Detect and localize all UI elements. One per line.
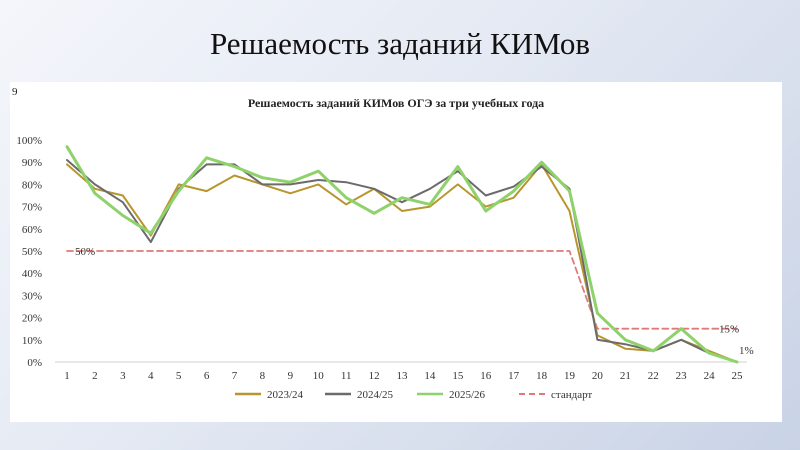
x-tick-label: 2 (92, 370, 98, 382)
x-tick-label: 11 (341, 370, 352, 382)
x-tick-label: 14 (424, 370, 436, 382)
legend-label: 2023/24 (267, 389, 304, 401)
x-tick-label: 1 (64, 370, 70, 382)
annotation-label: 15% (719, 324, 739, 336)
x-tick-label: 9 (288, 370, 294, 382)
y-tick-label: 0% (27, 357, 42, 369)
x-tick-label: 15 (452, 370, 464, 382)
x-tick-label: 18 (536, 370, 548, 382)
x-tick-label: 22 (648, 370, 659, 382)
slide-title: Решаемость заданий КИМов (209, 26, 591, 61)
x-tick-label: 8 (260, 370, 266, 382)
y-tick-label: 30% (22, 290, 42, 302)
x-tick-label: 16 (480, 370, 492, 382)
series-line-2025-26 (65, 145, 739, 364)
y-tick-label: 100% (16, 135, 42, 147)
chart-container: Решаемость заданий КИМов ОГЭ за три учеб… (10, 82, 782, 422)
x-tick-label: 20 (592, 370, 604, 382)
x-tick-label: 12 (369, 370, 380, 382)
series-line-2023-24 (66, 163, 738, 363)
annotation-label: 1% (739, 345, 754, 357)
x-tick-label: 10 (313, 370, 325, 382)
x-tick-label: 19 (564, 370, 576, 382)
line-chart: Решаемость заданий КИМов ОГЭ за три учеб… (16, 96, 754, 401)
series-line-2024-25 (66, 159, 738, 363)
x-tick-label: 17 (508, 370, 520, 382)
x-tick-label: 4 (148, 370, 154, 382)
x-tick-label: 13 (397, 370, 409, 382)
x-tick-label: 23 (676, 370, 688, 382)
slide-number: 9 (12, 86, 18, 98)
legend-label: 2025/26 (449, 389, 486, 401)
x-tick-label: 6 (204, 370, 210, 382)
y-tick-label: 20% (22, 313, 42, 325)
y-tick-label: 70% (22, 202, 42, 214)
annotation-label: 50% (75, 246, 95, 258)
x-tick-label: 7 (232, 370, 238, 382)
y-tick-label: 40% (22, 268, 42, 280)
legend-label: стандарт (551, 389, 592, 401)
y-tick-label: 90% (22, 157, 42, 169)
x-tick-label: 5 (176, 370, 182, 382)
y-tick-label: 50% (22, 246, 42, 258)
legend-label: 2024/25 (357, 389, 394, 401)
series-line-- (66, 250, 738, 330)
x-tick-label: 3 (120, 370, 126, 382)
chart-title: Решаемость заданий КИМов ОГЭ за три учеб… (248, 96, 544, 110)
x-tick-label: 21 (620, 370, 631, 382)
x-tick-label: 24 (704, 370, 716, 382)
y-tick-label: 60% (22, 224, 42, 236)
y-tick-label: 80% (22, 179, 42, 191)
y-tick-label: 10% (22, 335, 42, 347)
x-tick-label: 25 (732, 370, 744, 382)
